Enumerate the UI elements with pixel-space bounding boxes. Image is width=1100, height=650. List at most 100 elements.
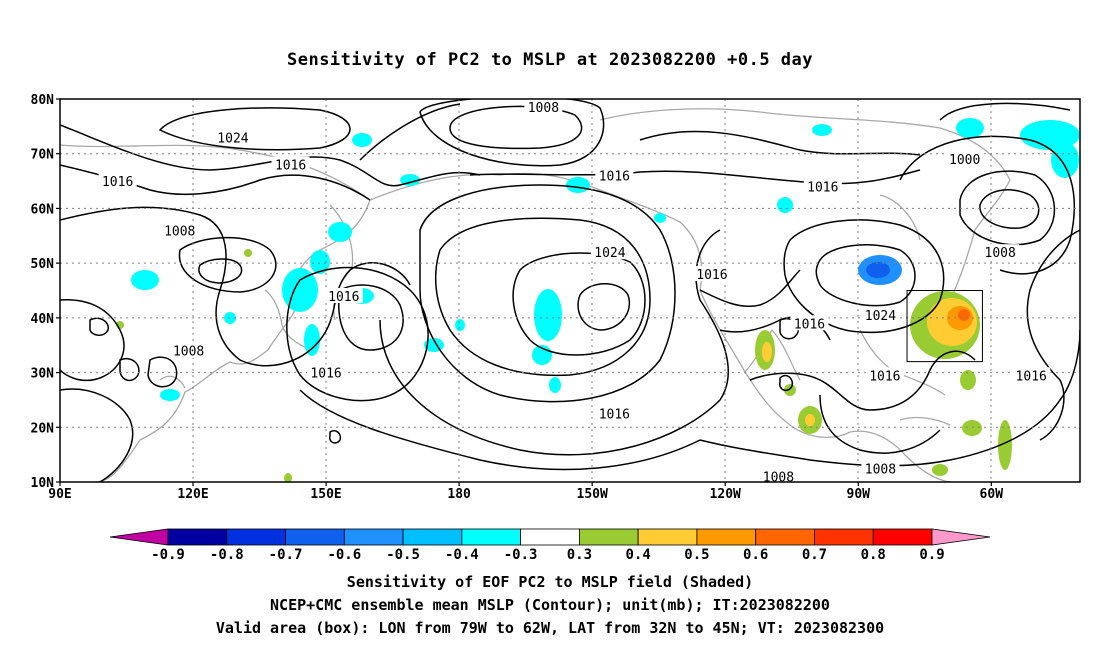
contour-label: 1016 [1016, 369, 1047, 384]
colorbar-label: -0.3 [504, 547, 538, 563]
contour-label-bg [524, 99, 563, 115]
colorbar-swatch [872, 528, 933, 546]
colorbar-label: -0.7 [269, 547, 303, 563]
chart-title: Sensitivity of PC2 to MSLP at 2023082200… [286, 50, 813, 70]
lon-tick-label: 90W [847, 487, 871, 502]
sensitivity-shading [116, 118, 1080, 482]
lon-tick-label: 120W [710, 487, 741, 502]
contour-label: 1016 [807, 181, 838, 196]
colorbar-swatch [167, 528, 228, 546]
colorbar-swatch [755, 528, 815, 546]
colorbar-label: -0.9 [151, 547, 185, 563]
contour-label: 1008 [173, 345, 204, 360]
lon-tick-label: 90E [48, 487, 71, 502]
colorbar-label: 0.6 [743, 547, 768, 563]
contour-label-bg [759, 468, 798, 482]
contour-label-bg [213, 129, 252, 145]
contour-label: 1016 [275, 159, 306, 174]
colorbar-swatch [520, 528, 580, 546]
contour-label-bg [861, 460, 900, 476]
contour-label-bg [271, 156, 310, 172]
contour-label-bg [590, 244, 629, 260]
contour-label-bg [160, 222, 199, 238]
colorbar-label: -0.5 [386, 547, 420, 563]
caption-contour: NCEP+CMC ensemble mean MSLP (Contour); u… [270, 596, 830, 614]
valid-area-box [906, 290, 983, 363]
contour-label: 1016 [328, 290, 359, 305]
contour-label-bg [324, 287, 363, 303]
contour-label: 1016 [599, 170, 630, 185]
contour-label-bg [169, 342, 208, 358]
contour-label-bg [98, 173, 137, 189]
contour-label-bg [1012, 367, 1051, 383]
lat-lon-grid [60, 99, 1080, 482]
colorbar-swatch [402, 528, 463, 546]
lon-tick-label: 120E [177, 487, 208, 502]
contour-label: 1024 [594, 246, 625, 261]
colorbar-label: -0.4 [445, 547, 479, 563]
lon-tick-label: 60W [980, 487, 1004, 502]
contour-label: 1024 [865, 309, 896, 324]
latitude-axis: 80N 70N 60N 50N 40N 30N 20N 10N [31, 93, 60, 491]
caption-valid-area: Valid area (box): LON from 79W to 62W, L… [215, 619, 885, 637]
colorbar-swatch [226, 528, 286, 546]
lon-tick-label: 150W [577, 487, 608, 502]
contour-label-bg [945, 151, 984, 167]
lat-tick-label: 30N [31, 367, 55, 382]
colorbar-label: 0.4 [626, 547, 651, 563]
colorbar-swatch [696, 528, 757, 546]
colorbar-swatch [578, 528, 639, 546]
contour-label-bg [692, 266, 731, 282]
colorbar-swatch [285, 528, 345, 546]
contour-label-bg [307, 364, 346, 380]
contour-label-bg [981, 244, 1020, 260]
contour-label-bg [595, 167, 634, 183]
contour-label: 1000 [949, 153, 980, 168]
contour-label: 1016 [102, 175, 133, 190]
caption-shading: Sensitivity of EOF PC2 to MSLP field (Sh… [346, 573, 754, 591]
colorbar-label: -0.8 [210, 547, 244, 563]
contour-label-bg [865, 367, 904, 383]
contour-label: 1016 [794, 317, 825, 332]
lat-tick-label: 60N [31, 202, 55, 217]
colorbar-swatch [343, 528, 404, 546]
lat-tick-label: 20N [31, 421, 55, 436]
colorbar-label: 0.7 [802, 547, 827, 563]
contour-label: 1008 [985, 246, 1016, 261]
contour-label: 1024 [217, 131, 248, 146]
contour-label-bg [790, 315, 829, 331]
colorbar-low-triangle [109, 528, 169, 546]
contour-label: 1016 [696, 268, 727, 283]
contour-label-bg [861, 307, 900, 323]
contour-label: 1008 [528, 101, 559, 116]
colorbar-high-triangle [931, 528, 991, 546]
colorbar-swatch [637, 528, 698, 546]
coastlines [60, 108, 1011, 482]
lat-tick-label: 80N [31, 93, 55, 108]
lon-tick-label: 150E [310, 487, 341, 502]
lat-tick-label: 50N [31, 257, 55, 272]
contour-label: 1008 [164, 224, 195, 239]
contour-label: 1016 [869, 369, 900, 384]
colorbar: -0.9 -0.8 -0.7 -0.6 -0.5 -0.4 -0.3 0.3 0.4 0.5 0.6… [109, 528, 991, 563]
contour-label-bg [803, 178, 842, 194]
map-frame [59, 98, 1081, 483]
colorbar-label: 0.5 [684, 547, 709, 563]
lat-tick-label: 40N [31, 312, 55, 327]
colorbar-label: 0.9 [919, 547, 944, 563]
colorbar-swatch [461, 528, 522, 546]
contour-label-bg [595, 405, 634, 421]
mslp-contours [60, 99, 1080, 482]
colorbar-swatch [814, 528, 874, 546]
colorbar-label: 0.3 [567, 547, 592, 563]
lat-tick-label: 10N [31, 476, 55, 491]
contour-label: 1008 [763, 471, 794, 486]
contour-label: 1016 [310, 367, 341, 382]
longitude-axis: 90E 120E 150E 180 150W 120W 90W 60W [48, 482, 1003, 502]
contour-labels: 1008 1024 1016 1016 1016 1016 1000 1008 1008 1024… [98, 99, 1051, 486]
lon-tick-label: 180 [447, 487, 471, 502]
contour-label: 1008 [865, 462, 896, 477]
contour-label: 1016 [599, 408, 630, 423]
colorbar-label: -0.6 [327, 547, 361, 563]
